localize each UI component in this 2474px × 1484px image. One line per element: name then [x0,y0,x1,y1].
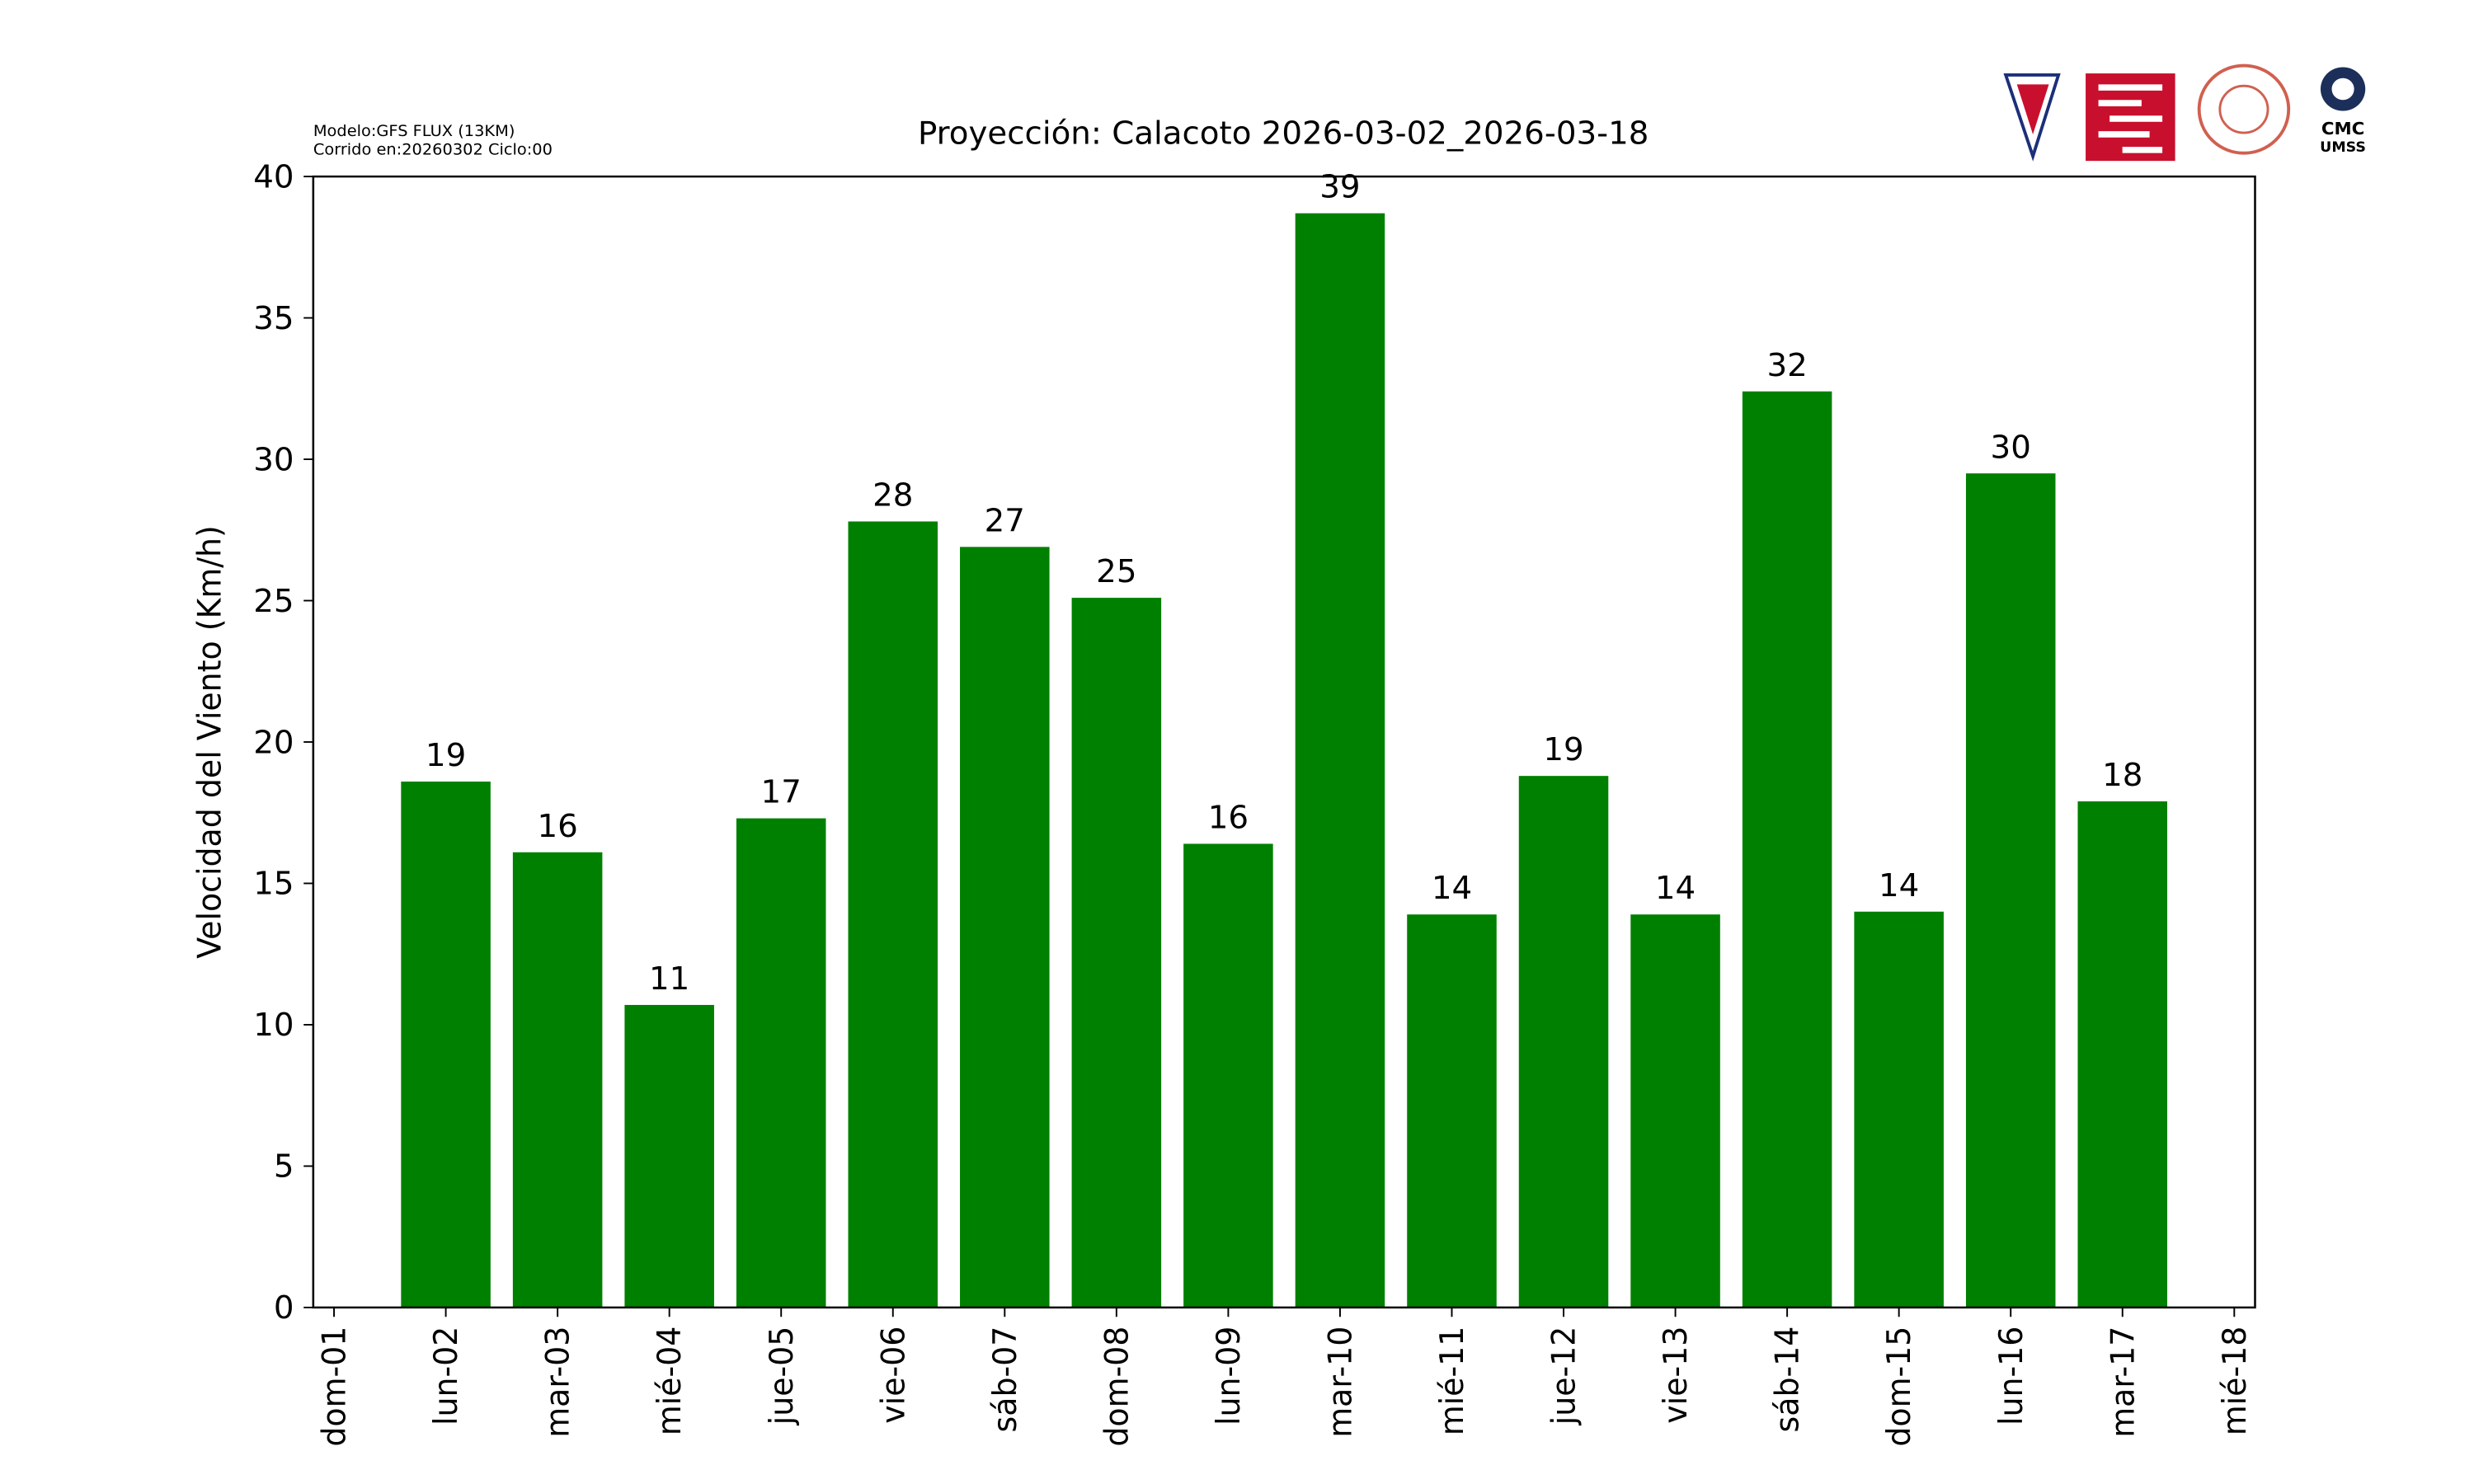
y-tick-label: 15 [253,866,294,902]
value-label: 18 [2102,757,2142,793]
bar [848,521,938,1308]
x-tick-label: vie-06 [875,1327,913,1424]
bar [512,852,603,1308]
y-tick-label: 35 [253,300,294,336]
logo-cmc-dot [2331,77,2354,101]
y-tick-label: 0 [274,1290,294,1327]
bar [1183,843,1273,1308]
logo-text: UMSS [2320,139,2366,156]
plot-frame [312,175,2256,1309]
x-tick-label: mié-18 [2216,1327,2254,1436]
bar [1071,598,1162,1308]
x-tick-label: lun-02 [428,1327,466,1425]
value-label: 11 [649,960,689,997]
bar [401,782,491,1308]
bar [1742,391,1832,1308]
y-tick-label: 10 [253,1007,294,1044]
logo-circle-inner [2218,84,2269,134]
bar [960,547,1050,1308]
x-tick-label: mar-03 [539,1327,577,1438]
logo-shield-inner [2016,84,2049,134]
value-label: 25 [1096,554,1136,590]
logo-text: CMC [2321,118,2365,139]
x-tick-label: dom-08 [1098,1327,1136,1447]
x-tick-label: dom-01 [316,1327,354,1447]
value-label: 30 [1991,430,2031,466]
logo-pattern [2098,84,2163,153]
y-tick-label: 5 [274,1148,294,1185]
y-axis-label: Velocidad del Viento (Km/h) [191,525,229,959]
value-label: 39 [1319,169,1360,205]
value-label: 28 [872,477,913,514]
bar [1295,213,1385,1308]
x-tick-label: mar-17 [2105,1327,2142,1438]
value-label: 14 [1879,867,1919,904]
x-tick-label: sáb-14 [1769,1327,1807,1433]
y-tick-label: 30 [253,442,294,478]
value-label: 16 [1208,800,1249,836]
value-label: 27 [985,503,1025,539]
value-label: 19 [1543,732,1583,768]
chart-title: Proyección: Calacoto 2026-03-02_2026-03-… [918,115,1649,152]
annotation: Modelo:GFS FLUX (13KM) [313,121,515,140]
x-tick-label: mié-04 [651,1327,689,1436]
bar [1965,473,2056,1308]
bar [1407,914,1497,1308]
bar [1630,914,1720,1308]
x-tick-label: lun-16 [1992,1327,2030,1425]
bar [736,818,826,1308]
x-tick-label: dom-15 [1881,1327,1919,1447]
value-label: 14 [1655,871,1696,907]
bar [1854,911,1944,1308]
value-label: 32 [1766,347,1807,383]
value-label: 19 [426,737,466,773]
x-tick-label: vie-13 [1658,1327,1696,1424]
x-tick-label: lun-09 [1211,1327,1249,1425]
value-label: 17 [761,774,802,810]
bar [1518,776,1609,1308]
x-tick-label: sáb-07 [986,1327,1024,1433]
bar [624,1004,714,1308]
bar [2077,801,2168,1308]
x-tick-label: jue-05 [763,1327,801,1426]
annotation: Corrido en:20260302 Ciclo:00 [313,140,553,159]
logo-circle [2197,63,2291,155]
x-tick-label: mar-10 [1322,1327,1360,1438]
x-tick-label: mié-11 [1434,1327,1472,1436]
y-tick-label: 25 [253,583,294,619]
value-label: 14 [1432,871,1472,907]
y-tick-label: 40 [253,159,294,195]
x-tick-label: jue-12 [1545,1327,1583,1426]
value-label: 16 [537,808,577,844]
y-tick-label: 20 [253,725,294,761]
logos: CMC UMSS [2003,63,2366,162]
